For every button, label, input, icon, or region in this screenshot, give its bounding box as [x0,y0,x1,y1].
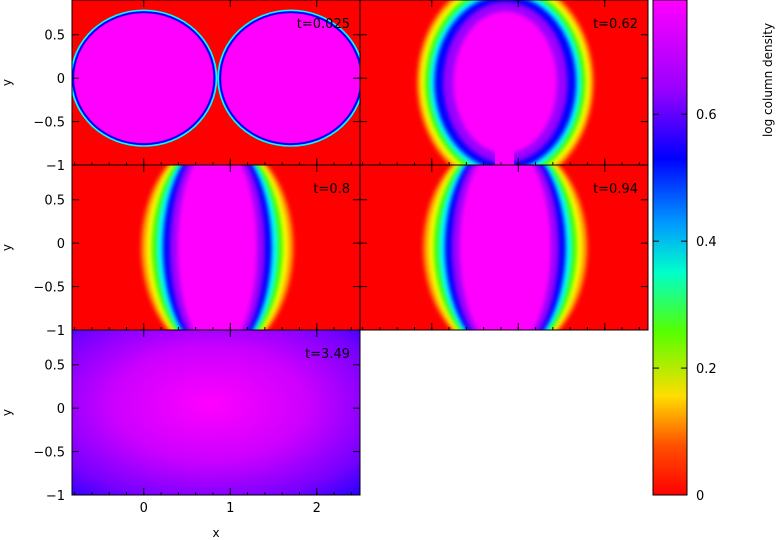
y-tick-label: −1 [46,324,65,339]
x-tick-label: 0 [140,501,148,516]
y-tick-label: 0 [57,237,65,252]
panel-1: t=0.025 [71,0,361,166]
time-label: t=0.8 [313,182,350,197]
y-tick-label: 0 [57,402,65,417]
colorbar-gradient [653,0,687,495]
x-tick-label: 1 [226,501,234,516]
density-contour [488,165,523,330]
panel-2: t=0.62 [359,0,649,166]
y-tick-label: −1 [46,159,65,174]
x-axis-label: x [212,526,219,540]
density-contour [74,13,214,144]
panel-image [72,165,360,330]
panel-4: t=0.94 [359,164,649,331]
density-contour [200,165,235,330]
y-tick-label: 0.5 [44,194,65,209]
panel-frame [71,329,361,496]
axes: −1 −0.5 0 0.5 y −1 −0.5 0 0.5 y −1 −0.5 0 0.5 y 0 1 2 x [0,29,321,540]
y-tick-label: 0 [57,72,65,87]
y-axis-label: y [0,244,14,251]
y-tick-label: 0.5 [44,29,65,44]
time-label: t=0.62 [593,17,638,32]
x-tick-label: 2 [313,501,321,516]
y-tick-label: −0.5 [33,281,65,296]
time-label: t=0.025 [297,17,350,32]
y-tick-label: −1 [46,489,65,504]
panels: t=0.025 t=0.62 t=0.8 t=0.94 t=3.49 [71,0,649,496]
colorbar: 0 0.2 0.4 0.6 log column density [652,0,775,504]
y-tick-label: −0.5 [33,446,65,461]
y-tick-label: −0.5 [33,116,65,131]
colorbar-tick-label: 0.6 [696,108,717,123]
y-axis-label: y [0,79,14,86]
colorbar-tick-label: 0.2 [696,362,717,377]
panel-frame [359,164,649,331]
colorbar-tick-label: 0.4 [696,235,717,250]
panel-image [72,0,360,165]
y-tick-label: 0.5 [44,359,65,374]
panel-5: t=3.49 [71,329,361,496]
density-contour [221,13,360,144]
panel-image [360,165,648,330]
y-axis-label: y [0,409,14,416]
colorbar-tick-label: 0 [696,489,704,504]
time-label: t=0.94 [593,182,638,197]
density-field [72,330,360,495]
panel-3: t=0.8 [71,164,361,331]
time-label: t=3.49 [305,347,350,362]
colorbar-frame [652,0,688,496]
panel-image [360,0,648,165]
colorbar-label: log column density [761,23,775,137]
density-contour [494,149,514,165]
panel-image [72,330,360,495]
density-contour [453,11,558,154]
